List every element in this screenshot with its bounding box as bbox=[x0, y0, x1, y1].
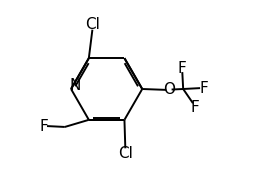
Text: F: F bbox=[190, 100, 199, 115]
Text: O: O bbox=[164, 82, 175, 97]
Text: Cl: Cl bbox=[118, 146, 133, 161]
Text: F: F bbox=[178, 61, 187, 76]
Text: F: F bbox=[39, 119, 48, 134]
Text: F: F bbox=[200, 81, 208, 96]
Text: N: N bbox=[69, 78, 81, 93]
Text: Cl: Cl bbox=[85, 17, 100, 32]
